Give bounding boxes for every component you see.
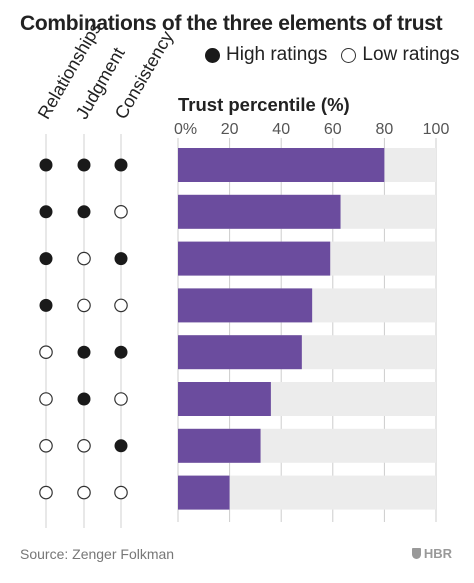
low-rating-dot — [77, 485, 91, 500]
low-rating-dot — [114, 485, 128, 500]
bar-chart-title: Trust percentile (%) — [178, 94, 350, 115]
low-rating-dot — [39, 345, 53, 359]
low-rating-dot — [114, 298, 128, 313]
low-rating-dot — [77, 298, 91, 313]
high-rating-dot — [39, 298, 53, 312]
tick-label: 80 — [376, 121, 394, 138]
bar — [178, 382, 271, 416]
high-rating-dot — [114, 439, 128, 453]
high-rating-dot — [114, 252, 128, 266]
low-rating-dot — [114, 392, 128, 406]
high-rating-dot — [77, 205, 91, 219]
high-rating-dot — [39, 205, 53, 219]
high-rating-dot — [77, 345, 91, 359]
legend: High ratings Low ratings — [205, 44, 474, 66]
brand-label: HBR — [423, 546, 452, 561]
high-rating-dot — [77, 158, 91, 172]
tick-label: 60 — [324, 121, 342, 138]
tick-label: 20 — [221, 121, 239, 138]
legend-low-label: Low ratings — [362, 44, 460, 65]
legend-low: Low ratings — [341, 44, 460, 66]
legend-high: High ratings — [205, 44, 327, 66]
shield-icon — [411, 548, 421, 559]
empty-circle-icon — [341, 47, 357, 63]
low-rating-dot — [77, 438, 91, 453]
tick-label: 40 — [272, 121, 290, 138]
high-rating-dot — [114, 345, 128, 359]
tick-label: 100 — [423, 121, 450, 138]
bar — [178, 335, 302, 370]
tick-label: 0% — [174, 121, 197, 138]
source-note: Source: Zenger Folkman — [20, 546, 175, 562]
low-rating-dot — [77, 251, 91, 266]
bar — [178, 428, 261, 463]
bar — [178, 288, 313, 323]
bar — [178, 148, 385, 182]
bar — [178, 241, 331, 276]
chart-title-main: Combinations of the three elements of tr… — [20, 12, 443, 35]
low-rating-dot — [39, 438, 53, 453]
brand-logo: HBR — [411, 546, 452, 561]
filled-circle-icon — [205, 47, 220, 63]
bar — [178, 475, 230, 510]
legend-high-label: High ratings — [226, 44, 328, 65]
low-rating-dot — [114, 205, 128, 219]
low-rating-dot — [39, 392, 53, 406]
high-rating-dot — [39, 158, 53, 172]
high-rating-dot — [77, 392, 91, 406]
high-rating-dot — [114, 158, 128, 172]
low-rating-dot — [39, 485, 53, 500]
high-rating-dot — [39, 252, 53, 266]
bar — [178, 194, 341, 229]
